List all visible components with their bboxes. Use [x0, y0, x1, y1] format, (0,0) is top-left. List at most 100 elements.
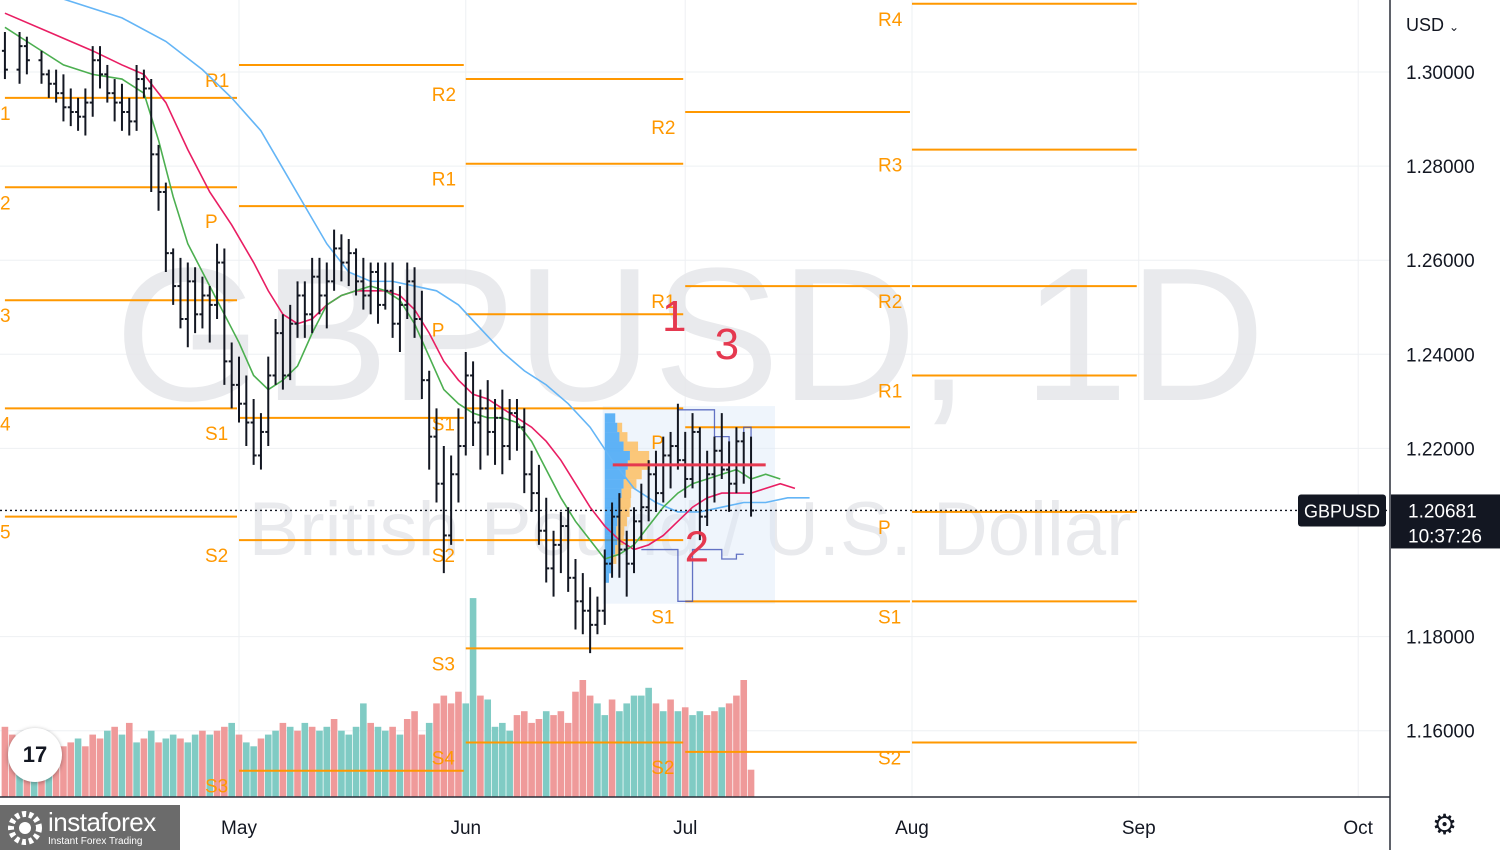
volume-profile-row — [604, 488, 622, 499]
pivot-label: R1 — [878, 381, 902, 402]
volume-bar — [162, 738, 170, 797]
volume-bar — [169, 734, 177, 797]
volume-bar — [433, 703, 440, 797]
volume-bar — [257, 738, 265, 797]
volume-bar — [74, 738, 82, 797]
volume-profile-row-sell — [619, 498, 631, 508]
volume-profile-row — [604, 535, 618, 546]
volume-bar — [191, 734, 199, 797]
tradingview-logo[interactable]: 17 — [8, 728, 62, 782]
volume-bar — [104, 730, 111, 797]
volume-bar — [96, 738, 104, 797]
volume-bar — [125, 722, 133, 797]
volume-profile-row-sell — [617, 422, 623, 433]
volume-bar — [396, 734, 404, 797]
last-price-value: 1.20681 — [1408, 501, 1477, 522]
pivot-label: P — [878, 518, 891, 539]
volume-profile-row-sell — [625, 469, 642, 480]
volume-bar — [740, 680, 748, 797]
volume-profile-row — [604, 479, 624, 489]
volume-bar — [542, 711, 550, 797]
volume-bar — [228, 722, 235, 797]
volume-bar — [469, 598, 477, 797]
wave-annotation: 3 — [715, 320, 739, 369]
volume-profile-row-sell — [629, 450, 650, 461]
tradingview-logo-icon: 17 — [22, 742, 48, 767]
volume-bar — [403, 719, 411, 797]
volume-bar — [111, 726, 118, 797]
volume-profile-area — [602, 406, 775, 604]
volume-bar — [60, 746, 67, 797]
volume-bar — [177, 738, 184, 797]
pivot-label: S1 — [878, 607, 901, 628]
volume-bar — [455, 691, 462, 797]
volume-bar — [652, 703, 660, 797]
pivot-label: R1 — [651, 292, 675, 313]
volume-bar — [616, 711, 623, 797]
volume-bar — [382, 730, 389, 797]
wave-annotation: 1 — [662, 292, 686, 341]
watermark-description: British Pound / U.S. Dollar — [249, 487, 1132, 572]
volume-bar — [213, 730, 221, 797]
volume-bar — [264, 734, 272, 797]
volume-bar — [199, 730, 206, 797]
volume-bar — [133, 742, 140, 797]
volume-profile-row — [604, 450, 630, 461]
volume-bar — [462, 703, 470, 797]
time-tick-label: May — [221, 818, 257, 839]
pivot-label: P — [205, 212, 218, 233]
volume-bar — [484, 699, 492, 797]
volume-bar — [118, 734, 126, 797]
volume-bar — [52, 750, 60, 797]
volume-profile-row — [604, 432, 620, 442]
volume-bar — [594, 703, 601, 797]
volume-bar — [557, 711, 565, 797]
pivot-label: R3 — [878, 156, 902, 177]
volume-bar — [572, 691, 579, 797]
pivot-label: 5 — [0, 523, 11, 544]
volume-bar — [374, 726, 382, 797]
currency-selector[interactable]: USD ⌄ — [1406, 15, 1459, 36]
volume-bar — [206, 734, 214, 797]
instaforex-logo-icon — [8, 810, 42, 845]
volume-bar — [447, 703, 455, 797]
volume-bar — [659, 711, 667, 797]
volume-bar — [294, 730, 301, 797]
volume-bar — [389, 726, 396, 797]
volume-bar — [367, 722, 374, 797]
volume-profile-row — [604, 516, 618, 527]
volume-bar — [674, 711, 682, 797]
currency-label: USD — [1406, 15, 1445, 35]
symbol-tag — [1298, 494, 1386, 527]
price-tick-label: 1.24000 — [1406, 345, 1475, 366]
bar-countdown: 10:37:26 — [1408, 526, 1482, 547]
volume-bar — [564, 722, 572, 797]
volume-bar — [1, 726, 9, 797]
price-tick-label: 1.18000 — [1406, 628, 1475, 649]
volume-bar — [550, 715, 557, 797]
volume-bar — [411, 711, 418, 797]
instaforex-brand: instaforex Instant Forex Trading — [0, 805, 180, 850]
volume-bar — [623, 703, 630, 797]
volume-bar — [155, 742, 162, 797]
price-tick-label: 1.28000 — [1406, 157, 1475, 178]
volume-bar — [513, 715, 521, 797]
volume-bar — [630, 695, 638, 797]
value-area-low — [641, 548, 744, 602]
volume-bar — [221, 726, 228, 797]
pivot-label: R1 — [432, 170, 456, 191]
pivot-label: 3 — [0, 306, 11, 327]
volume-bar — [608, 699, 616, 797]
volume-profile-row-sell — [621, 488, 632, 499]
volume-bar — [477, 695, 484, 797]
volume-bar — [330, 719, 338, 797]
gear-icon[interactable]: ⚙ — [1432, 809, 1458, 840]
volume-bar — [89, 734, 96, 797]
pivot-label: S4 — [432, 748, 456, 769]
volume-profile-row-sell — [613, 554, 617, 564]
pivot-label: S3 — [432, 654, 455, 675]
volume-profile-row-sell — [618, 507, 630, 517]
volume-profile-row — [604, 563, 612, 574]
